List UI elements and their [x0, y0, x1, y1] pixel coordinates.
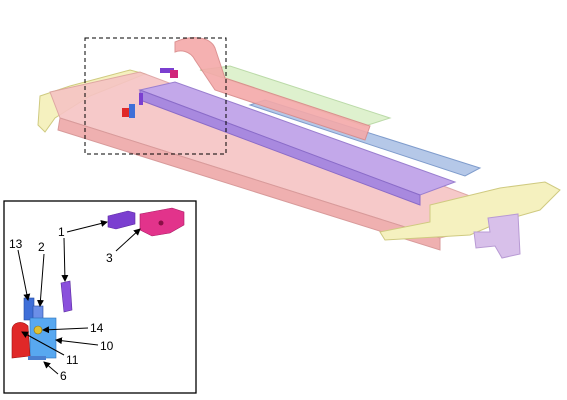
leader-lines	[17, 220, 141, 375]
leader-10	[55, 337, 99, 346]
callout-14: 14	[90, 321, 104, 335]
leader-3	[115, 228, 141, 252]
leader-2	[36, 253, 45, 307]
part-3-hole	[158, 220, 164, 226]
leader-1-lower	[61, 237, 69, 282]
base-frame-lower	[57, 117, 441, 251]
main-assembly	[37, 37, 561, 259]
top-violet-part	[160, 68, 174, 73]
carriage-violet-part	[139, 93, 143, 105]
pink-belt	[174, 37, 371, 141]
lower-bracket	[473, 213, 521, 259]
detail-parts	[11, 207, 185, 360]
callout-10: 10	[100, 339, 114, 353]
part-14-gear	[33, 325, 43, 335]
part-red-cap	[11, 322, 31, 359]
callout-13: 13	[9, 237, 23, 251]
callout-11: 11	[66, 353, 79, 367]
carriage-red-part	[122, 108, 130, 117]
callout-2: 2	[38, 240, 45, 254]
callout-labels: 1 3 13 2 14 10 11 6	[9, 225, 114, 383]
callout-3: 3	[106, 251, 113, 265]
leader-14	[42, 326, 89, 334]
top-magenta-part	[170, 70, 178, 78]
part-6-base	[28, 356, 46, 360]
callout-1: 1	[58, 225, 65, 239]
part-10-housing	[29, 317, 57, 359]
callout-6: 6	[60, 369, 67, 383]
part-1-top-bracket	[107, 210, 136, 230]
leader-13	[17, 249, 31, 301]
leader-6	[43, 361, 59, 375]
leader-1-top	[66, 220, 108, 233]
carriage-blue-part	[129, 104, 135, 118]
detail-selection-box	[84, 37, 227, 155]
leader-11	[21, 331, 65, 356]
part-13-shaft	[23, 297, 35, 321]
